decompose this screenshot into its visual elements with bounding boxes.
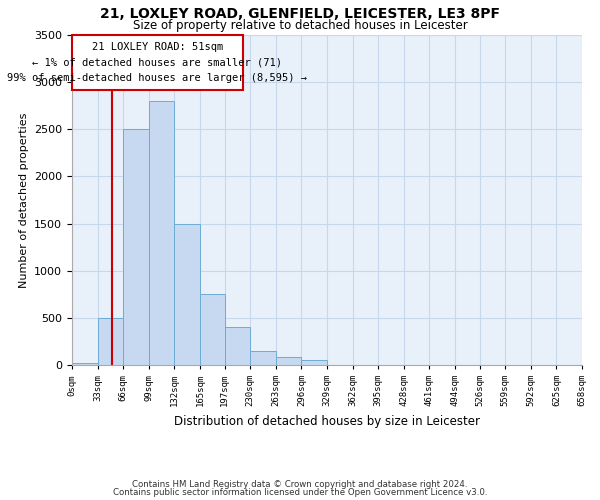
Bar — [200, 294, 224, 365]
Bar — [123, 130, 149, 365]
Bar — [72, 35, 242, 90]
Bar — [72, 362, 98, 365]
Bar — [250, 351, 276, 365]
Bar — [301, 360, 327, 365]
Text: 21 LOXLEY ROAD: 51sqm
← 1% of detached houses are smaller (71)
99% of semi-detac: 21 LOXLEY ROAD: 51sqm ← 1% of detached h… — [7, 42, 307, 83]
Y-axis label: Number of detached properties: Number of detached properties — [19, 112, 29, 288]
Bar — [224, 328, 250, 365]
X-axis label: Distribution of detached houses by size in Leicester: Distribution of detached houses by size … — [174, 414, 480, 428]
Text: Contains HM Land Registry data © Crown copyright and database right 2024.: Contains HM Land Registry data © Crown c… — [132, 480, 468, 489]
Bar — [276, 358, 301, 365]
Bar — [175, 224, 200, 365]
Text: Size of property relative to detached houses in Leicester: Size of property relative to detached ho… — [133, 18, 467, 32]
Bar — [149, 101, 175, 365]
Text: 21, LOXLEY ROAD, GLENFIELD, LEICESTER, LE3 8PF: 21, LOXLEY ROAD, GLENFIELD, LEICESTER, L… — [100, 8, 500, 22]
Bar — [98, 318, 123, 365]
Text: Contains public sector information licensed under the Open Government Licence v3: Contains public sector information licen… — [113, 488, 487, 497]
